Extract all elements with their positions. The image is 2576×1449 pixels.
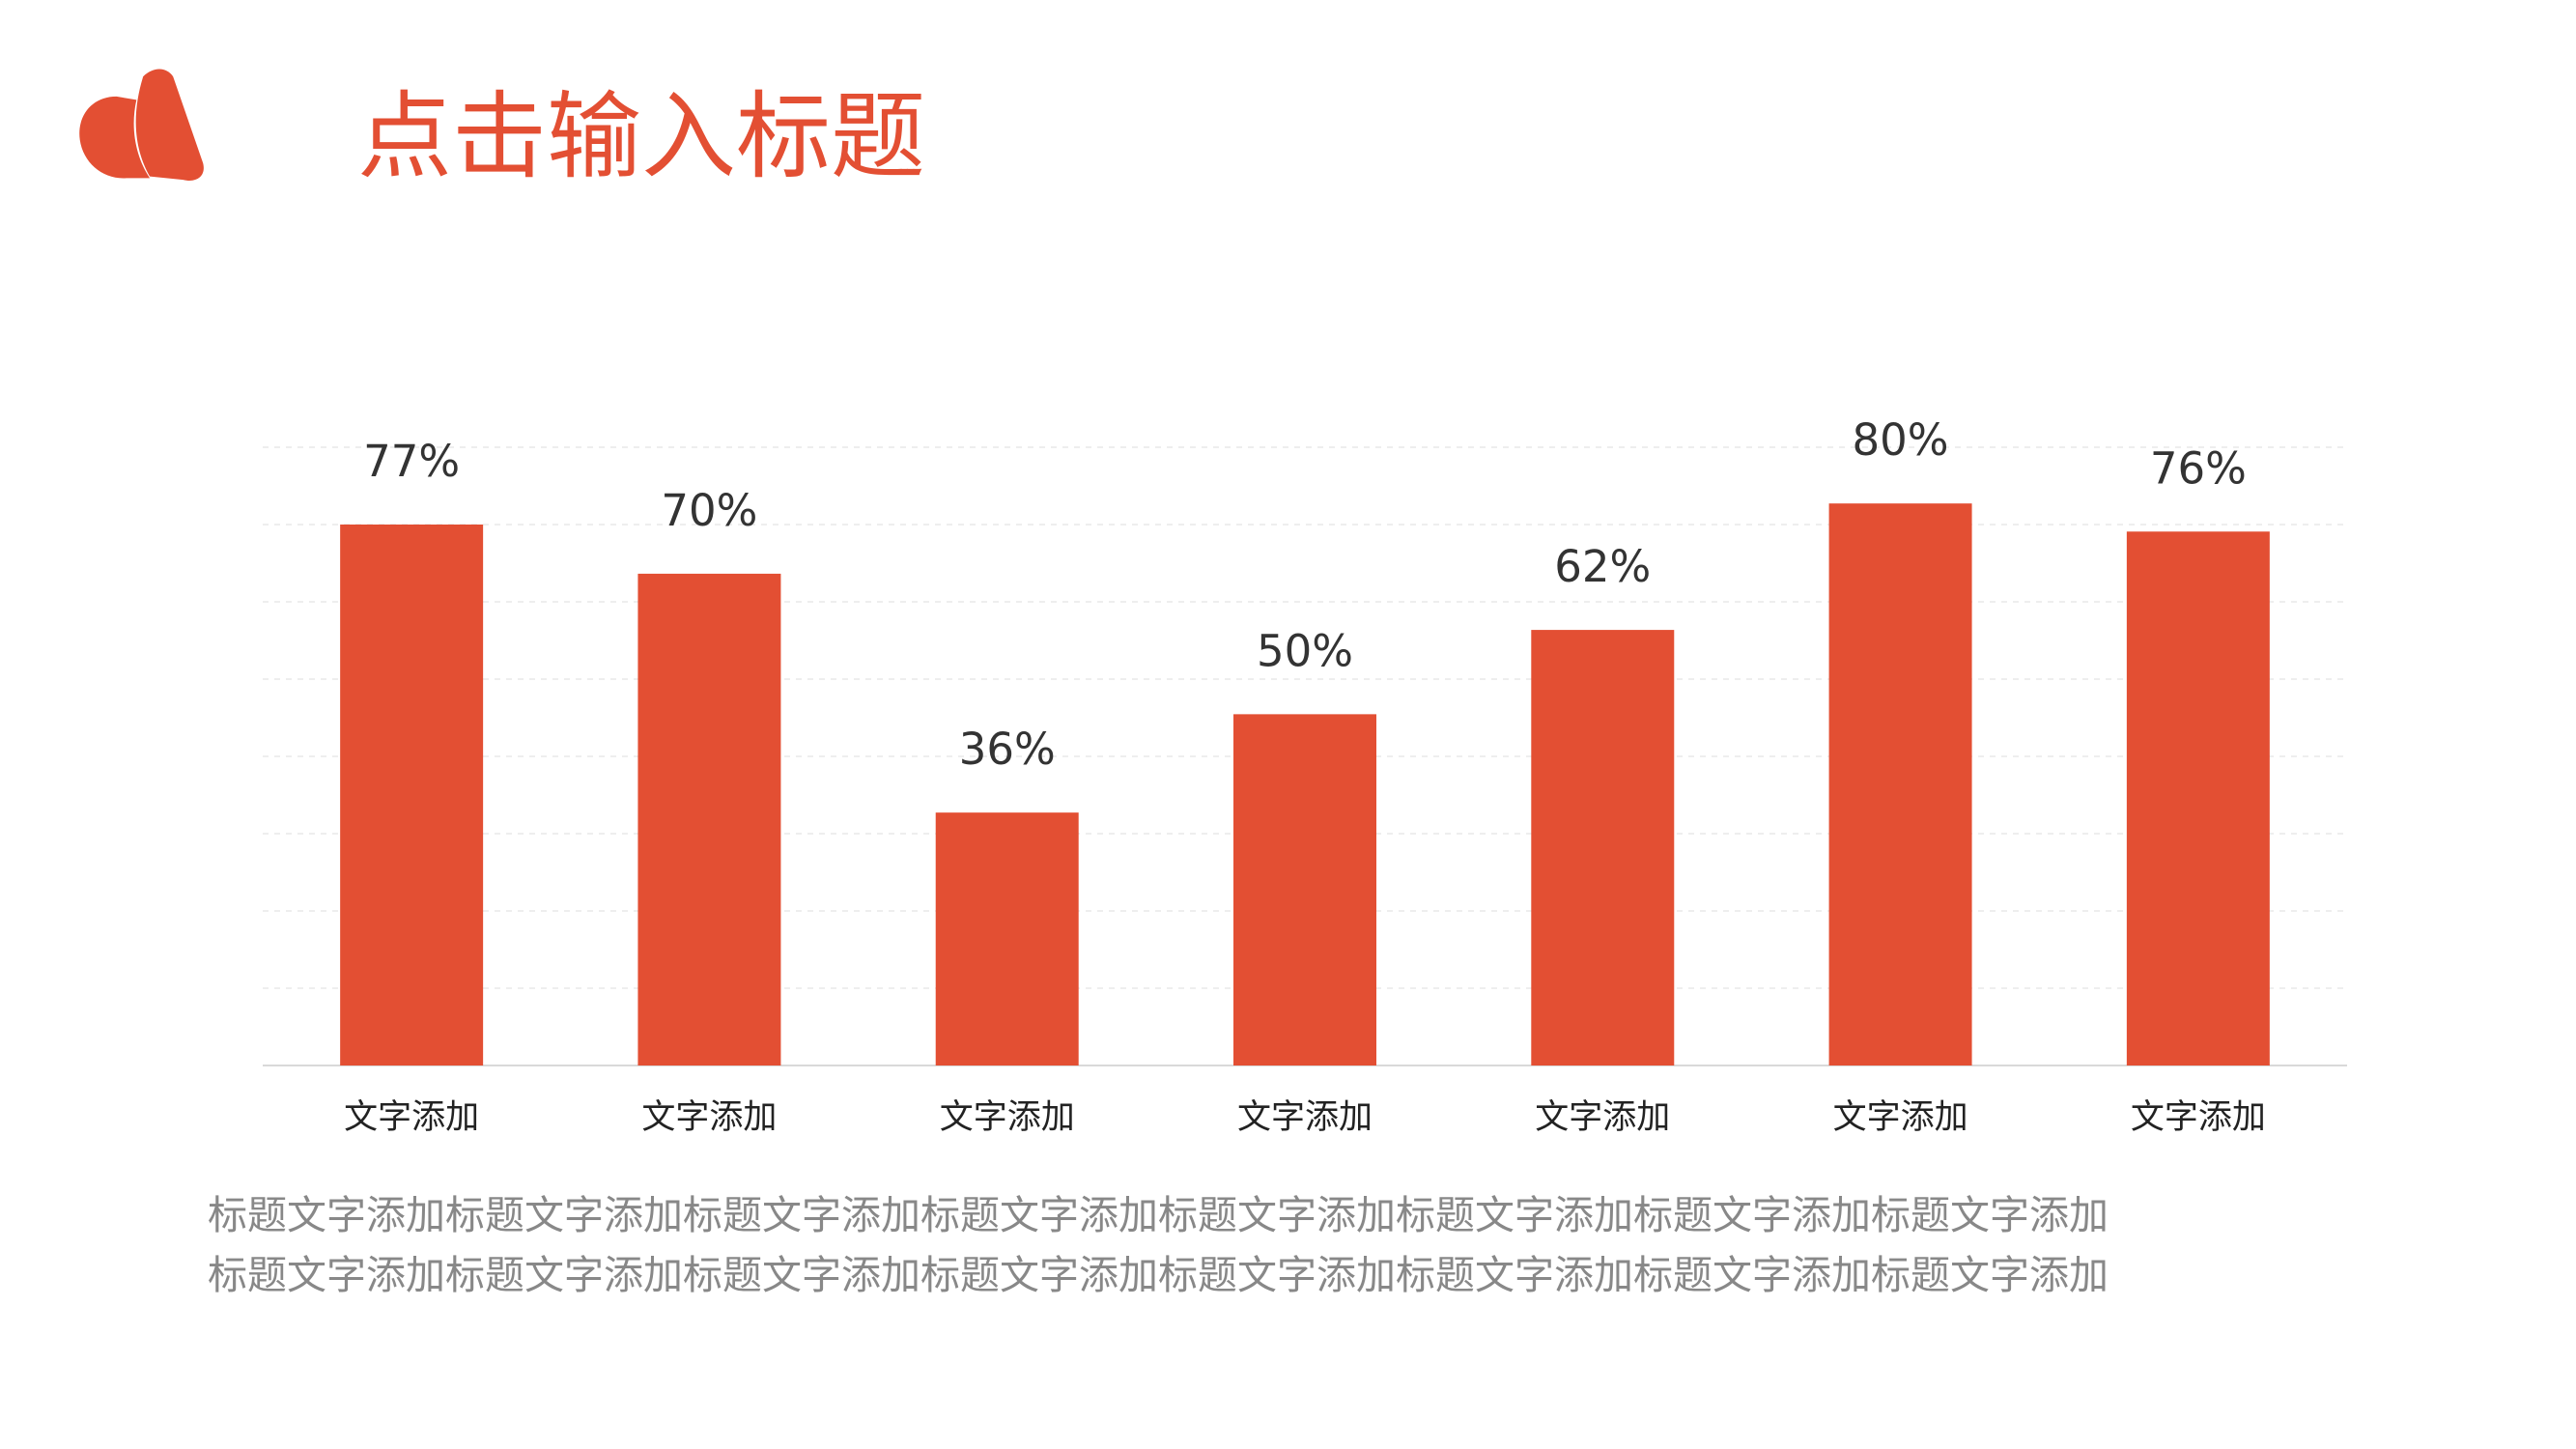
x-tick-label: 文字添加 xyxy=(940,1098,1075,1137)
value-label: 76% xyxy=(2150,442,2247,494)
value-label: 77% xyxy=(363,436,460,487)
x-tick-label: 文字添加 xyxy=(1535,1098,1670,1137)
body-line: 标题文字添加标题文字添加标题文字添加标题文字添加标题文字添加标题文字添加标题文字… xyxy=(208,1252,2109,1298)
logo xyxy=(79,69,204,181)
value-label: 36% xyxy=(959,724,1056,775)
logo-left xyxy=(79,96,151,179)
x-tick-label: 文字添加 xyxy=(2131,1098,2266,1137)
bar xyxy=(935,812,1079,1065)
bar xyxy=(2126,531,2270,1065)
value-label: 50% xyxy=(1257,625,1353,676)
bar xyxy=(1233,714,1376,1065)
bar xyxy=(637,573,781,1065)
value-label: 62% xyxy=(1554,541,1651,592)
bar xyxy=(1828,503,1972,1065)
bar xyxy=(340,525,484,1065)
body-line: 标题文字添加标题文字添加标题文字添加标题文字添加标题文字添加标题文字添加标题文字… xyxy=(208,1192,2109,1238)
x-tick-label: 文字添加 xyxy=(1833,1098,1968,1137)
x-tick-label: 文字添加 xyxy=(641,1098,777,1137)
logo-right xyxy=(135,69,204,181)
title: 点击输入标题 xyxy=(357,82,925,192)
x-tick-label: 文字添加 xyxy=(1237,1098,1373,1137)
bar xyxy=(1531,630,1675,1065)
x-tick-label: 文字添加 xyxy=(344,1098,479,1137)
value-label: 80% xyxy=(1853,414,1949,466)
value-label: 70% xyxy=(661,485,757,536)
